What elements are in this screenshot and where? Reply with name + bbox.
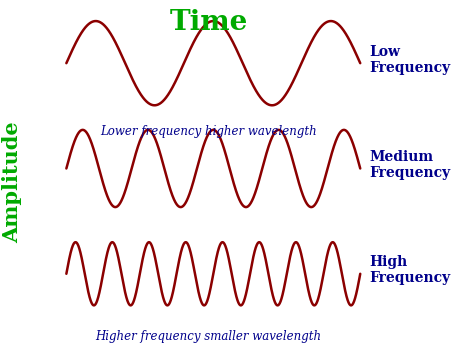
Text: Amplitude: Amplitude (2, 122, 22, 243)
Text: Time: Time (169, 9, 248, 36)
Text: Low
Frequency: Low Frequency (370, 45, 451, 75)
Text: Higher frequency smaller wavelength: Higher frequency smaller wavelength (95, 330, 322, 344)
Text: High
Frequency: High Frequency (370, 255, 451, 285)
Text: Medium
Frequency: Medium Frequency (370, 150, 451, 180)
Text: Lower frequency higher wavelength: Lower frequency higher wavelength (100, 125, 317, 138)
